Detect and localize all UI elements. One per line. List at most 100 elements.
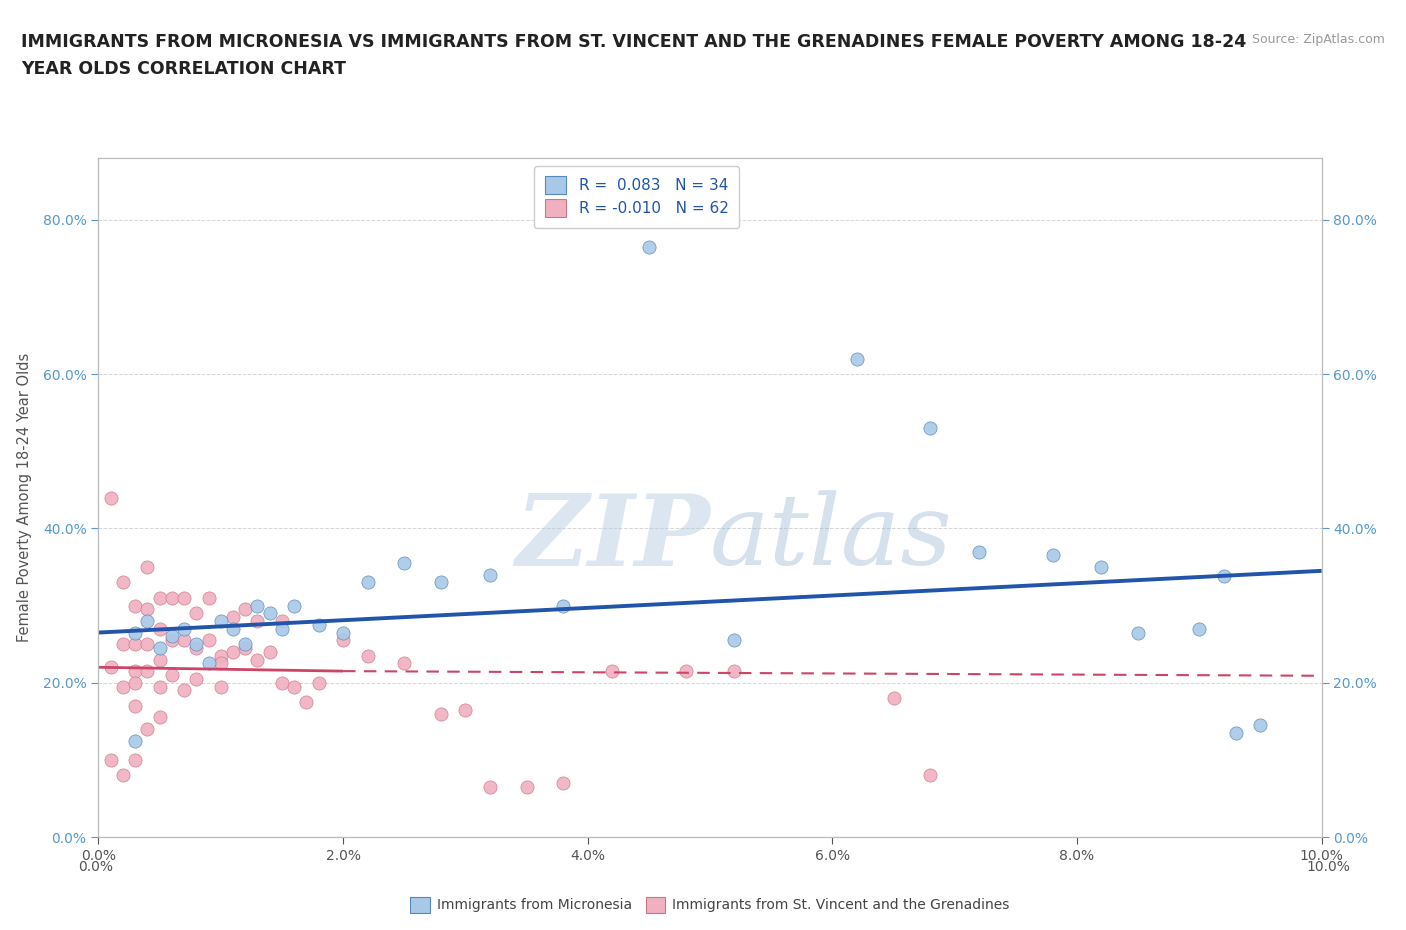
Text: 0.0%: 0.0% [79, 859, 112, 874]
Point [246, 652, 269, 667]
Point [233, 637, 256, 652]
Point [173, 632, 195, 647]
Point [246, 598, 269, 613]
Point [392, 556, 416, 571]
Text: 10.0%: 10.0% [1306, 859, 1351, 874]
Point [124, 664, 146, 679]
Point [723, 632, 745, 647]
Point [136, 560, 159, 575]
Point [270, 675, 292, 690]
Point [356, 648, 378, 663]
Text: YEAR OLDS CORRELATION CHART: YEAR OLDS CORRELATION CHART [21, 60, 346, 78]
Point [233, 602, 256, 617]
Point [222, 610, 245, 625]
Point [136, 664, 159, 679]
Point [332, 632, 354, 647]
Point [124, 598, 146, 613]
Point [173, 591, 195, 605]
Text: Source: ZipAtlas.com: Source: ZipAtlas.com [1251, 33, 1385, 46]
Point [308, 675, 330, 690]
Point [149, 641, 172, 656]
Point [100, 660, 122, 675]
Point [209, 679, 232, 694]
Point [478, 779, 501, 794]
Point [111, 768, 134, 783]
Point [111, 575, 134, 590]
Point [637, 239, 661, 254]
Point [295, 695, 318, 710]
Point [100, 490, 122, 505]
Point [845, 352, 868, 366]
Point [259, 644, 281, 659]
Point [259, 605, 281, 620]
Point [1212, 569, 1234, 584]
Point [149, 679, 172, 694]
Point [209, 614, 232, 629]
Point [160, 591, 183, 605]
Point [136, 722, 159, 737]
Point [124, 733, 146, 748]
Point [186, 637, 208, 652]
Legend: Immigrants from Micronesia, Immigrants from St. Vincent and the Grenadines: Immigrants from Micronesia, Immigrants f… [405, 891, 1015, 918]
Point [186, 641, 208, 656]
Point [430, 575, 453, 590]
Point [392, 656, 416, 671]
Point [124, 698, 146, 713]
Point [920, 420, 942, 435]
Point [283, 679, 305, 694]
Point [332, 625, 354, 640]
Point [222, 621, 245, 636]
Point [149, 652, 172, 667]
Point [356, 575, 378, 590]
Text: IMMIGRANTS FROM MICRONESIA VS IMMIGRANTS FROM ST. VINCENT AND THE GRENADINES FEM: IMMIGRANTS FROM MICRONESIA VS IMMIGRANTS… [21, 33, 1246, 50]
Point [967, 544, 990, 559]
Point [136, 637, 159, 652]
Point [553, 598, 575, 613]
Point [124, 625, 146, 640]
Point [516, 779, 538, 794]
Point [149, 710, 172, 724]
Point [209, 656, 232, 671]
Text: atlas: atlas [710, 491, 953, 586]
Point [233, 641, 256, 656]
Point [149, 591, 172, 605]
Point [246, 614, 269, 629]
Point [430, 706, 453, 721]
Point [222, 644, 245, 659]
Point [1128, 625, 1150, 640]
Point [920, 768, 942, 783]
Point [124, 675, 146, 690]
Point [197, 591, 219, 605]
Point [209, 648, 232, 663]
Point [1225, 725, 1247, 740]
Point [136, 614, 159, 629]
Point [270, 621, 292, 636]
Point [197, 656, 219, 671]
Point [149, 621, 172, 636]
Point [186, 671, 208, 686]
Point [1188, 621, 1211, 636]
Point [723, 664, 745, 679]
Point [173, 621, 195, 636]
Point [675, 664, 697, 679]
Point [173, 683, 195, 698]
Point [308, 618, 330, 632]
Point [111, 679, 134, 694]
Point [1042, 548, 1064, 563]
Point [100, 752, 122, 767]
Point [160, 629, 183, 644]
Point [1090, 560, 1112, 575]
Point [553, 776, 575, 790]
Point [883, 691, 905, 706]
Point [1249, 718, 1271, 733]
Point [600, 664, 623, 679]
Point [478, 567, 501, 582]
Text: ZIP: ZIP [515, 490, 710, 587]
Point [124, 752, 146, 767]
Point [160, 668, 183, 683]
Point [124, 637, 146, 652]
Point [160, 632, 183, 647]
Point [111, 637, 134, 652]
Point [136, 602, 159, 617]
Point [283, 598, 305, 613]
